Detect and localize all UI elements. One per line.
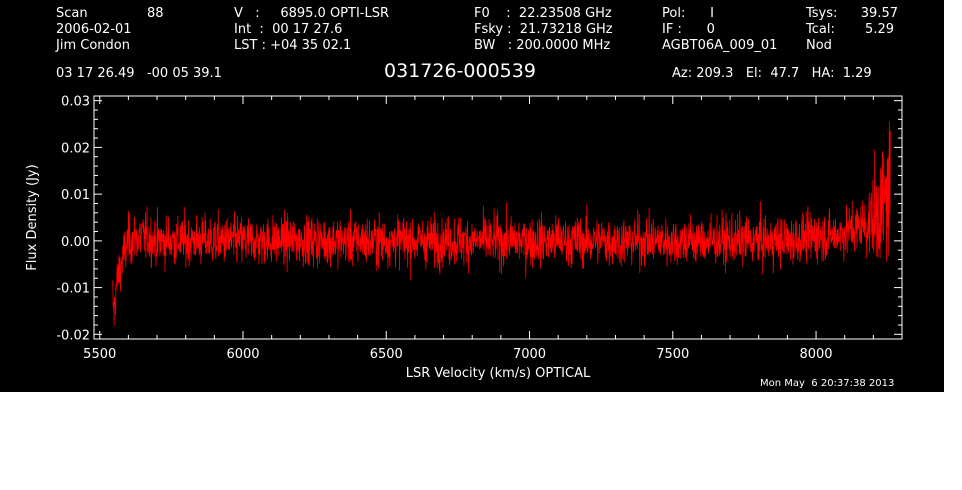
source-coordinates: 03 17 26.49 -00 05 39.1: [56, 66, 222, 81]
project-id: AGBT06A_009_01: [662, 38, 778, 53]
scan-value: 88: [147, 6, 164, 21]
fsky-readout: Fsky : 21.73218 GHz: [474, 22, 613, 37]
x-tick-label: 6000: [226, 347, 259, 362]
x-axis-label: LSR Velocity (km/s) OPTICAL: [406, 366, 591, 381]
observing-mode: Nod: [806, 38, 832, 53]
y-tick-label: 0.03: [61, 95, 90, 110]
velocity-readout: V : 6895.0 OPTI-LSR: [234, 6, 390, 21]
plot-frame: [93, 95, 903, 340]
x-tick-label: 7500: [656, 347, 689, 362]
spectrum-panel: Scan 88 2006-02-01 Jim Condon V : 6895.0…: [0, 0, 944, 392]
x-tick-label: 5500: [83, 347, 116, 362]
tsys-label: Tsys:: [806, 6, 838, 21]
polarization-readout: Pol: I: [662, 6, 714, 21]
plot-timestamp: Mon May 6 20:37:38 2013: [760, 378, 895, 389]
y-tick-label: -0.01: [56, 282, 90, 297]
y-tick-label: 0.00: [61, 235, 90, 250]
x-tick-label: 7000: [513, 347, 546, 362]
az-el-ha-readout: Az: 209.3 El: 47.7 HA: 1.29: [672, 66, 872, 81]
spectrum-chart: 5500 6000 6500 7000 7500 8000 -0.02 -0.01 0.00 0.…: [25, 95, 903, 381]
if-readout: IF : 0: [662, 22, 715, 37]
spectrum-trace: [112, 121, 891, 326]
tsys-value: 39.57: [860, 6, 898, 21]
observation-date: 2006-02-01: [56, 22, 132, 37]
tcal-value: 5.29: [865, 22, 894, 37]
source-name: 031726-000539: [384, 60, 536, 82]
tcal-label: Tcal:: [806, 22, 835, 37]
scan-label: Scan: [56, 6, 88, 21]
y-tick-label: -0.02: [56, 328, 90, 343]
bandwidth-readout: BW : 200.0000 MHz: [474, 38, 611, 53]
lst-readout: LST : +04 35 02.1: [234, 38, 352, 53]
y-tick-label: 0.01: [61, 188, 90, 203]
y-axis-label: Flux Density (Jy): [25, 164, 40, 270]
integration-readout: Int : 00 17 27.6: [234, 22, 343, 37]
f0-readout: F0 : 22.23508 GHz: [474, 6, 612, 21]
x-tick-label: 6500: [370, 347, 403, 362]
y-tick-label: 0.02: [61, 141, 90, 156]
observer-name: Jim Condon: [56, 38, 130, 53]
x-tick-label: 8000: [799, 347, 832, 362]
